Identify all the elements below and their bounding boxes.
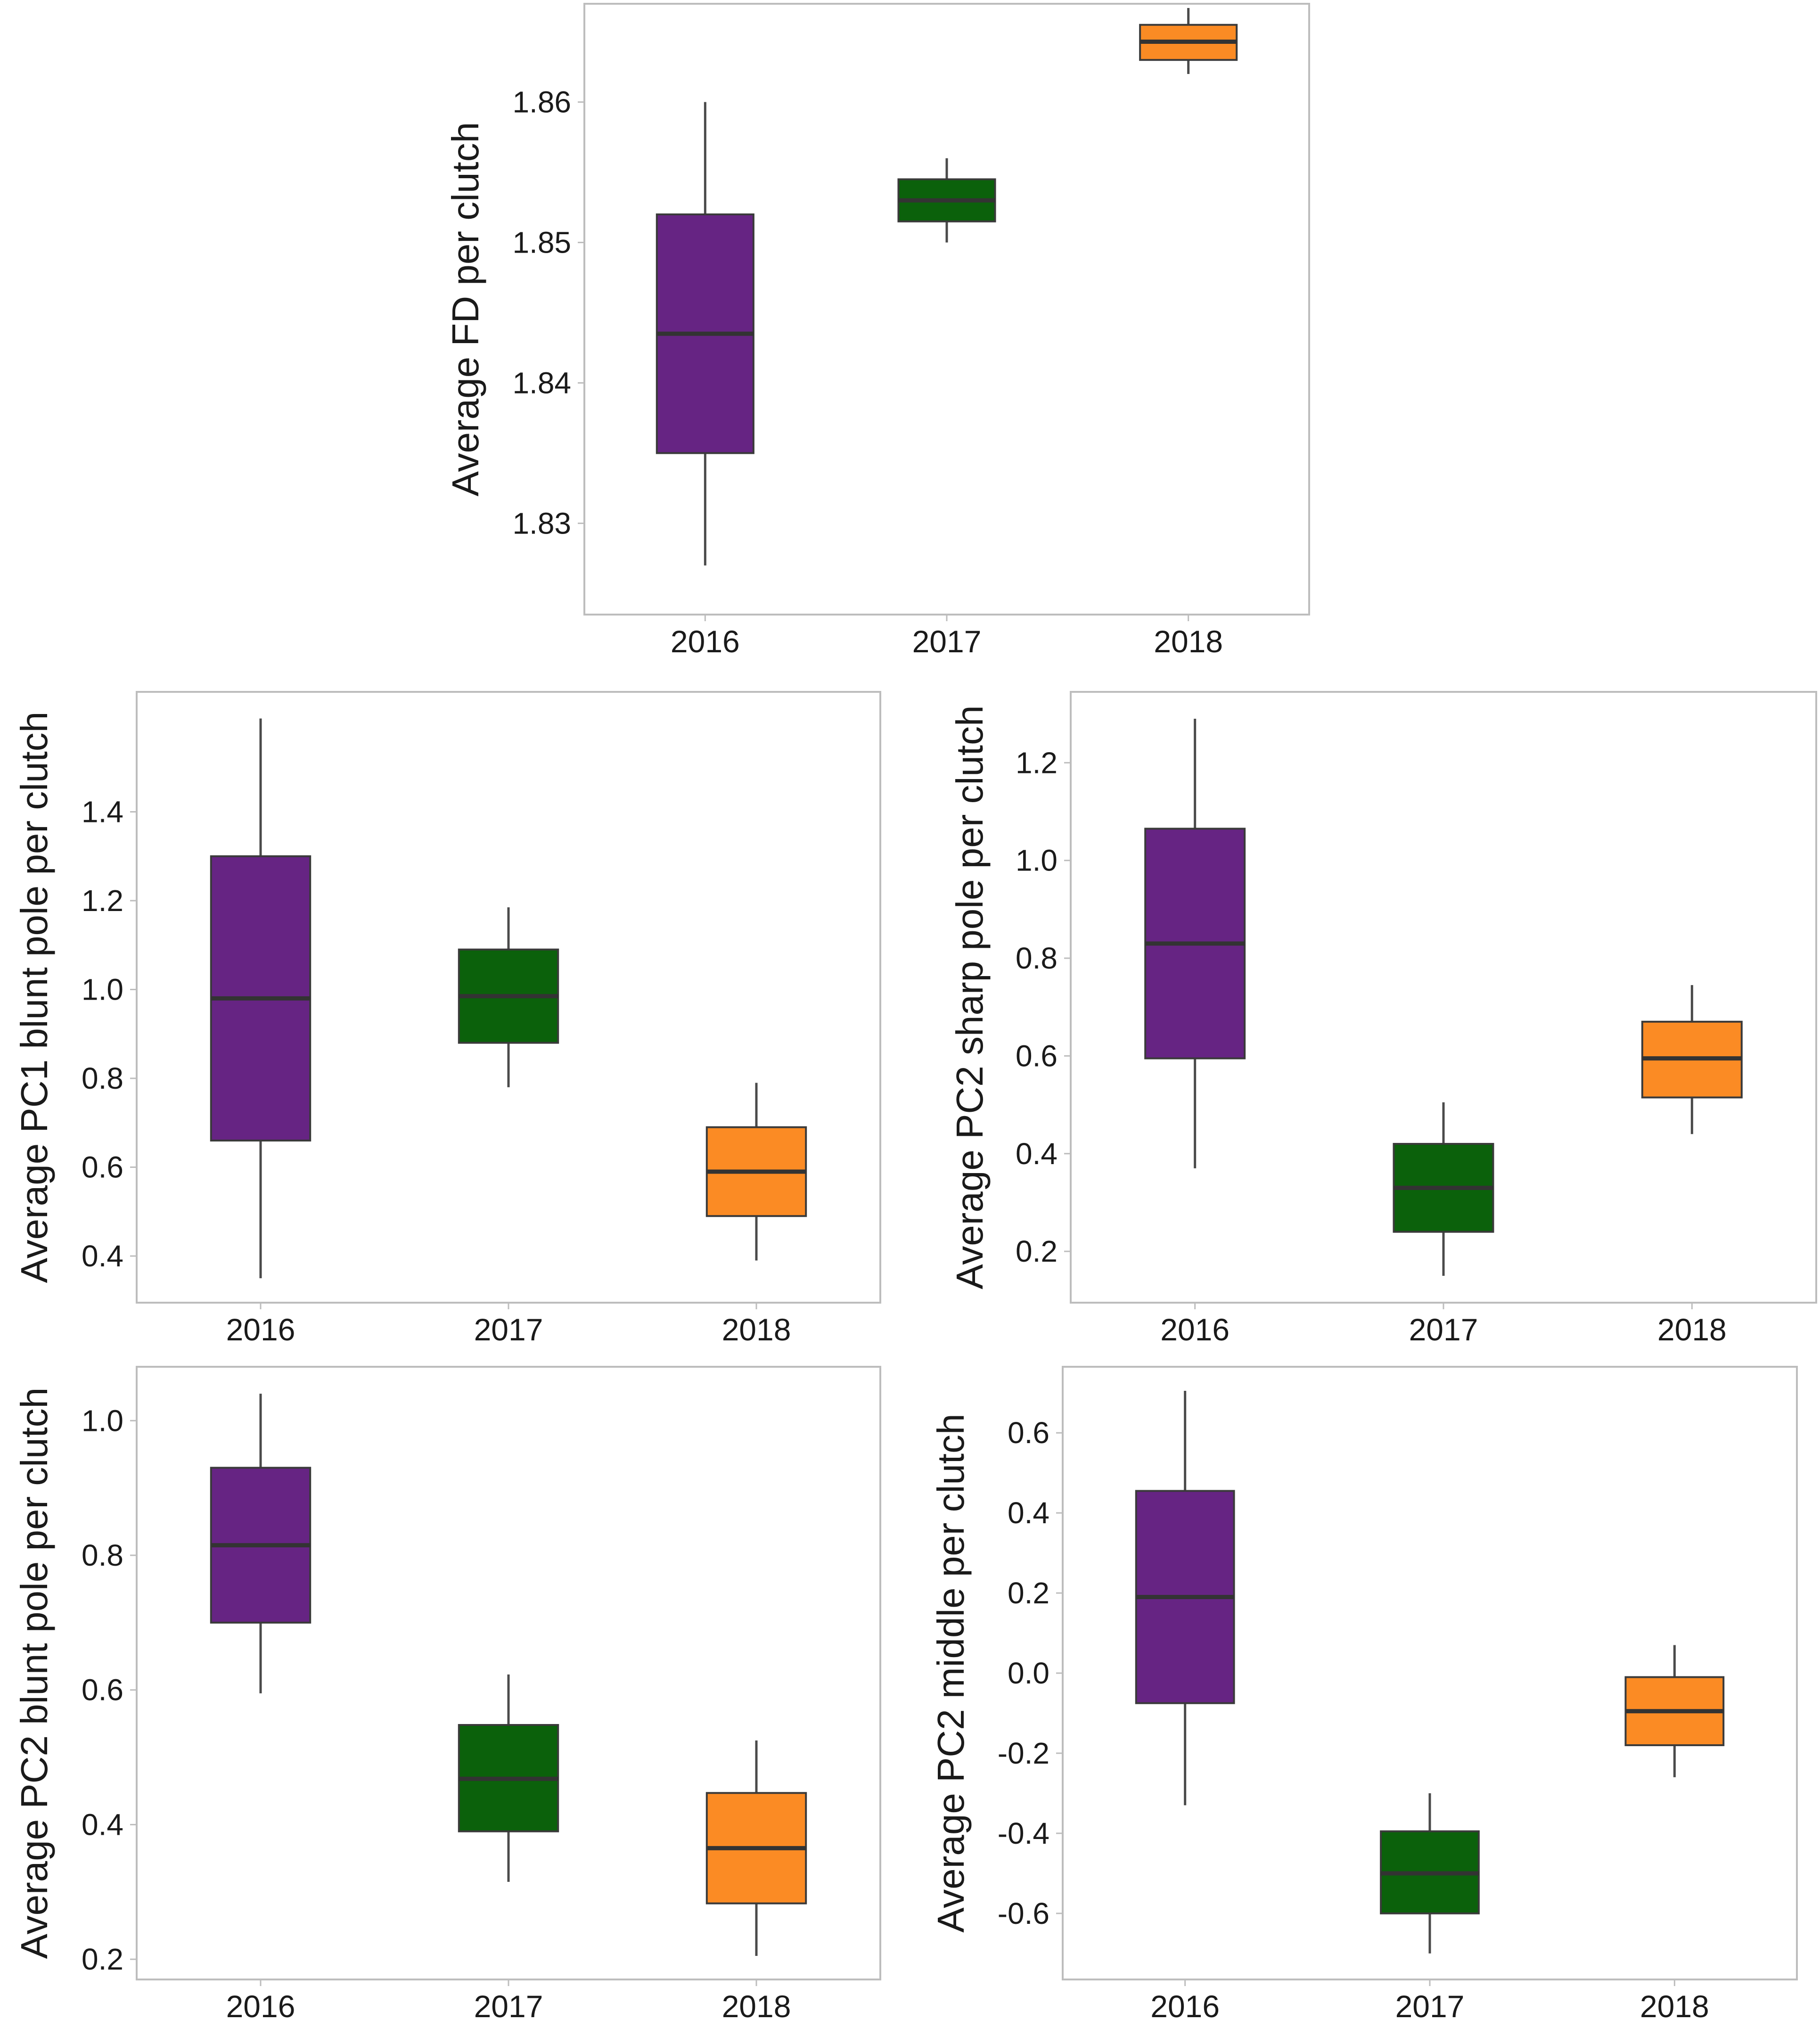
y-tick-label: 0.4 xyxy=(82,1807,123,1841)
y-tick-label: -0.4 xyxy=(998,1816,1049,1850)
y-axis-title: Average PC2 middle per clutch xyxy=(930,1413,972,1932)
y-tick-label: 1.4 xyxy=(82,795,123,829)
y-tick-label: 1.0 xyxy=(82,1404,123,1437)
x-tick-label-2016: 2016 xyxy=(671,624,740,659)
x-tick-label-2017: 2017 xyxy=(1395,1989,1465,2020)
y-tick-label: 1.2 xyxy=(82,884,123,918)
x-tick-label-2018: 2018 xyxy=(1657,1312,1727,1347)
y-axis-title: Average PC2 blunt pole per clutch xyxy=(13,1388,55,1959)
x-tick-label-2016: 2016 xyxy=(226,1312,295,1347)
boxplot-panel-5: -0.6 -0.4 -0.2 0.0 0.2 0.4 0.6 Average PC2 midd… xyxy=(930,1366,1798,2020)
y-tick-label: 0.2 xyxy=(1016,1234,1058,1268)
y-tick-label: 1.86 xyxy=(512,85,571,119)
y-tick-label: 0.6 xyxy=(1016,1039,1058,1073)
x-tick-label-2016: 2016 xyxy=(1160,1312,1230,1347)
x-tick-label-2017: 2017 xyxy=(474,1312,543,1347)
y-axis-title: Average FD per clutch xyxy=(444,122,486,496)
y-tick-label: -0.6 xyxy=(998,1897,1049,1930)
x-tick-label-2016: 2016 xyxy=(1150,1989,1220,2020)
y-tick-label: -0.2 xyxy=(998,1736,1049,1770)
x-tick-label-2017: 2017 xyxy=(474,1989,543,2020)
y-tick-label: 1.83 xyxy=(512,506,571,540)
y-tick-label: 0.4 xyxy=(1008,1496,1049,1530)
x-tick-label-2018: 2018 xyxy=(722,1989,791,2020)
y-tick-label: 0.6 xyxy=(82,1673,123,1707)
x-tick-label-2018: 2018 xyxy=(1154,624,1223,659)
boxplot-panel-2: 0.4 0.6 0.8 1.0 1.2 1.4 Average PC1 blunt pole… xyxy=(13,691,881,1347)
y-tick-label: 1.0 xyxy=(1016,844,1058,878)
y-axis-title: Average PC2 sharp pole per clutch xyxy=(949,705,991,1289)
x-tick-label-2018: 2018 xyxy=(722,1312,791,1347)
y-tick-label: 0.6 xyxy=(1008,1416,1049,1450)
y-tick-label: 0.2 xyxy=(1008,1576,1049,1610)
y-tick-label: 0.6 xyxy=(82,1150,123,1184)
y-tick-label: 1.84 xyxy=(512,366,571,400)
y-tick-label: 0.4 xyxy=(82,1239,123,1273)
y-tick-label: 1.85 xyxy=(512,225,571,259)
x-tick-label-2017: 2017 xyxy=(912,624,982,659)
x-tick-label-2017: 2017 xyxy=(1409,1312,1478,1347)
x-tick-label-2018: 2018 xyxy=(1640,1989,1709,2020)
boxplot-panel-3: 0.2 0.4 0.6 0.8 1.0 1.2 Average PC2 sharp pole… xyxy=(949,691,1817,1347)
y-tick-label: 1.2 xyxy=(1016,746,1058,780)
y-axis-title: Average PC1 blunt pole per clutch xyxy=(13,712,55,1283)
y-tick-label: 0.8 xyxy=(82,1538,123,1572)
y-tick-label: 0.8 xyxy=(1016,941,1058,975)
y-tick-label: 0.4 xyxy=(1016,1137,1058,1171)
boxplot-panel-1: 1.83 1.84 1.85 1.86 Average FD per clutch 201… xyxy=(444,3,1310,659)
boxplot-panel-4: 0.2 0.4 0.6 0.8 1.0 Average PC2 blunt pole pe… xyxy=(13,1366,881,2020)
y-tick-label: 1.0 xyxy=(82,973,123,1007)
y-tick-label: 0.8 xyxy=(82,1061,123,1095)
y-tick-label: 0.0 xyxy=(1008,1656,1049,1690)
y-tick-label: 0.2 xyxy=(82,1942,123,1976)
x-tick-label-2016: 2016 xyxy=(226,1989,295,2020)
